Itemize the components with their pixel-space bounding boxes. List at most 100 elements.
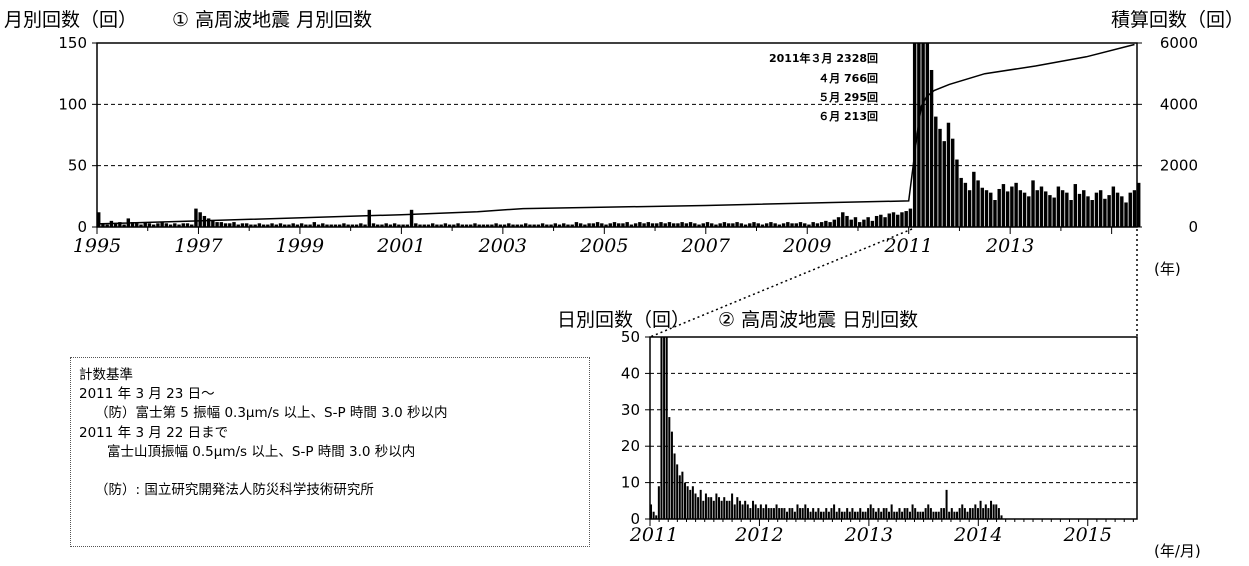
- notes-line2: （防）富士第 5 振幅 0.3μm/s 以上、S-P 時間 3.0 秒以内: [95, 405, 448, 422]
- chart1-bar: [841, 212, 845, 227]
- chart1-bar: [164, 223, 169, 227]
- chart1-bar: [959, 177, 963, 227]
- chart2-xtick-label: 2015: [1063, 524, 1112, 546]
- chart1-bar: [228, 223, 232, 227]
- chart2-bar: [846, 508, 849, 519]
- chart1-bar: [232, 222, 236, 227]
- chart2-bar: [704, 493, 707, 519]
- chart1-bar: [257, 223, 262, 227]
- chart1-bar: [891, 212, 896, 227]
- chart2-frame: [649, 336, 1138, 520]
- chart1-bar: [739, 223, 744, 227]
- chart2-bar: [736, 497, 739, 519]
- chart2-bar: [971, 508, 974, 519]
- chart1-bar: [1018, 190, 1023, 227]
- chart1-bar: [502, 224, 507, 227]
- chart1-bar: [392, 223, 397, 227]
- chart1-bar: [938, 128, 942, 227]
- chart1-bar: [748, 223, 752, 227]
- zoom-connector-left: [649, 228, 913, 338]
- annotation-june: ６月 213回: [818, 109, 878, 123]
- chart1-bar: [921, 43, 925, 227]
- chart1-bar: [857, 222, 862, 227]
- chart2-ytick-label: 40: [621, 364, 640, 382]
- chart2-bar: [670, 431, 673, 519]
- chart1-bar: [976, 180, 980, 227]
- chart2-bar: [997, 508, 1000, 519]
- chart2-bar: [859, 508, 862, 519]
- counting-criteria-box: 計数基準 2011 年 3 月 23 日～ （防）富士第 5 振幅 0.3μm/…: [70, 357, 590, 547]
- chart2-bar: [885, 508, 888, 519]
- chart2-bar: [945, 489, 948, 519]
- chart1-bar: [545, 224, 549, 227]
- chart1-bar: [135, 223, 139, 227]
- chart1-bar: [824, 220, 828, 227]
- chart1-bar: [786, 222, 790, 227]
- chart2-bar: [723, 497, 726, 519]
- chart1-bar: [1124, 202, 1128, 227]
- chart1-bar: [1014, 182, 1018, 227]
- chart2-bar: [772, 508, 775, 519]
- notes-line4: 富士山頂振幅 0.5μm/s 以上、S-P 時間 3.0 秒以内: [107, 443, 416, 460]
- chart1-bar: [261, 224, 266, 227]
- chart2-bar: [948, 511, 951, 519]
- chart1-bar: [447, 224, 452, 227]
- chart2-bar: [676, 464, 679, 519]
- chart2-bar: [953, 511, 956, 519]
- notes-line5: （防）: 国立研究開発法人防災科学技術研究所: [95, 482, 374, 499]
- chart1-bar: [849, 219, 853, 227]
- chart1-bar: [464, 224, 469, 227]
- chart2-bar: [738, 500, 741, 519]
- chart2-bar: [780, 508, 783, 519]
- chart1-bar: [862, 219, 866, 227]
- chart2-bar: [650, 504, 653, 519]
- chart1-bar: [291, 223, 295, 227]
- chart1-bar: [528, 224, 532, 227]
- chart1-bar: [950, 138, 955, 227]
- chart1-bar: [904, 211, 908, 227]
- chart1-bar: [473, 223, 477, 227]
- chart1-bar: [794, 223, 798, 227]
- chart2-bar: [744, 500, 747, 519]
- chart2-bar: [903, 508, 906, 519]
- notes-line1: 2011 年 3 月 23 日～: [79, 386, 215, 403]
- chart1-bar: [367, 209, 371, 227]
- chart1-bar: [731, 223, 735, 227]
- chart2-bar: [966, 511, 969, 519]
- chart2-bar: [935, 511, 938, 519]
- chart2-bar: [809, 511, 812, 519]
- chart1-bar: [811, 222, 815, 227]
- chart2-bar: [874, 511, 877, 519]
- chart2-bar: [757, 508, 760, 519]
- chart2-bar: [775, 504, 778, 519]
- chart1-bar: [642, 223, 646, 227]
- chart1-bar: [1094, 192, 1099, 227]
- chart1-bar: [168, 224, 173, 227]
- chart2-bar: [864, 511, 867, 519]
- chart1-bar: [97, 212, 101, 227]
- chart1-bar: [667, 222, 672, 227]
- chart1-bar: [836, 217, 841, 227]
- chart1-bar: [1056, 186, 1061, 227]
- chart1-bar: [760, 224, 765, 227]
- chart1-bar: [397, 224, 401, 227]
- chart1-title: ① 高周波地震 月別回数: [172, 9, 372, 31]
- chart1-bar: [321, 223, 325, 227]
- chart2-bar: [710, 497, 713, 519]
- chart1-bar: [371, 223, 376, 227]
- chart2-bar: [867, 508, 870, 519]
- chart1-bar: [1111, 186, 1116, 227]
- chart1-bar: [993, 200, 997, 227]
- chart2-bar: [838, 508, 841, 519]
- chart2-bar: [702, 500, 705, 519]
- chart2-bar: [660, 337, 663, 519]
- chart1-bar: [122, 224, 126, 227]
- chart1-bar: [118, 222, 122, 227]
- chart1-ytick-label: 100: [58, 95, 87, 113]
- chart2-bar: [720, 500, 723, 519]
- chart1-bar: [266, 224, 270, 227]
- chart1-bar: [629, 224, 634, 227]
- chart1-bar: [1001, 184, 1006, 227]
- chart2-bar: [940, 508, 943, 519]
- chart1-bar: [617, 223, 621, 227]
